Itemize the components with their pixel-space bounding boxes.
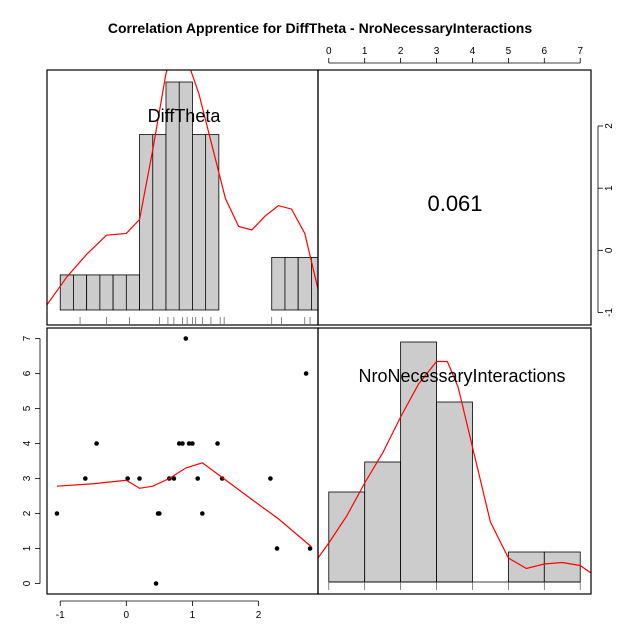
- y-axis-tick-label-right: 1: [604, 185, 615, 191]
- scatter-point: [94, 441, 99, 446]
- x-axis-tick-label-bottom: 1: [190, 610, 196, 621]
- y-axis-tick-label-left: 7: [22, 335, 33, 341]
- chart-title: Correlation Apprentice for DiffTheta - N…: [107, 20, 533, 36]
- y-axis-tick-label-right: 2: [604, 123, 615, 129]
- scatter-point: [219, 476, 225, 481]
- scatter-point: [171, 476, 177, 481]
- scatter-smooth-line: [56, 462, 312, 548]
- scatter-point: [176, 441, 182, 446]
- scatter-point: [303, 371, 309, 376]
- scatter-point: [183, 336, 189, 341]
- scatter-point: [125, 476, 130, 481]
- nro-hist-bar: [543, 551, 581, 583]
- scatter-point: [190, 441, 195, 446]
- scatter-point: [200, 511, 205, 516]
- x-axis-tick-label-bottom: 0: [124, 610, 130, 621]
- scatter-point: [153, 581, 159, 586]
- x-axis-tick-label-top: 4: [470, 46, 476, 57]
- nro-hist-bar: [364, 461, 402, 583]
- panel-border-tr: [317, 69, 592, 326]
- y-axis-tick-label-left: 4: [22, 440, 33, 446]
- y-axis-tick-label-left: 6: [22, 370, 33, 376]
- difftheta-label: DiffTheta: [148, 106, 222, 126]
- y-axis-tick-label-left: 2: [22, 510, 33, 516]
- nro-hist-bar: [436, 401, 473, 583]
- x-axis-tick-label-top: 1: [362, 46, 368, 57]
- nro-hist-layer: [318, 341, 591, 590]
- nro-label: NroNecessaryInteractions: [358, 366, 565, 386]
- scatter-point: [83, 476, 88, 481]
- x-axis-tick-label-top: 7: [577, 46, 583, 57]
- scatter-point: [215, 441, 220, 446]
- x-axis-tick-label-top: 0: [326, 46, 332, 57]
- x-axis-tick-label-bottom: -1: [56, 610, 65, 621]
- scatter-point: [157, 511, 162, 516]
- x-axis-tick-label-top: 5: [506, 46, 512, 57]
- panel-border-br: [317, 327, 592, 595]
- scatter-point: [274, 546, 280, 551]
- y-axis-tick-label-left: 5: [22, 405, 33, 411]
- scatter-layer: [54, 336, 313, 586]
- panel-border-bl: [46, 327, 319, 595]
- scatter-point: [186, 441, 192, 446]
- x-axis-tick-label-top: 6: [542, 46, 548, 57]
- difftheta-hist-layer: [47, 70, 318, 324]
- scatter-point: [268, 476, 273, 481]
- x-axis-tick-label-bottom: 2: [256, 610, 262, 621]
- y-axis-tick-label-right: -1: [604, 308, 615, 317]
- nro-hist-bar: [507, 551, 545, 583]
- y-axis-tick-label-left: 3: [22, 475, 33, 481]
- scatter-point: [180, 441, 185, 446]
- y-axis-tick-label-left: 0: [22, 580, 33, 586]
- nro-hist-bar: [328, 491, 366, 583]
- difftheta-density-line: [47, 70, 318, 306]
- y-axis-tick-label-left: 1: [22, 545, 33, 551]
- x-axis-tick-label-top: 3: [434, 46, 440, 57]
- scatter-point: [54, 511, 60, 516]
- y-axis-tick-label-right: 0: [604, 247, 615, 253]
- scatter-point: [307, 546, 313, 551]
- x-axis-tick-label-top: 2: [398, 46, 404, 57]
- scatter-point: [137, 476, 142, 481]
- nro-density-line: [318, 360, 591, 574]
- scatter-point: [195, 476, 201, 481]
- correlation-value: 0.061: [427, 191, 482, 216]
